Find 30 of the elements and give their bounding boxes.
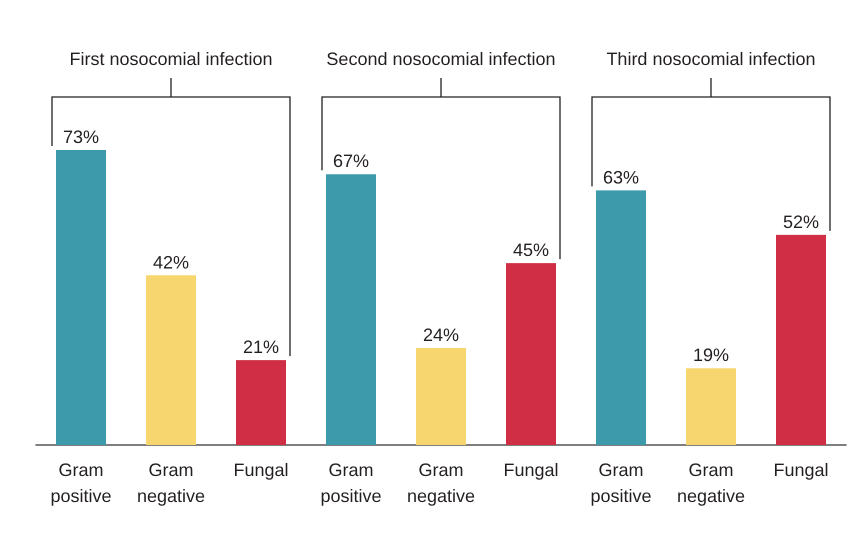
x-tick-label: Gram positive xyxy=(590,460,652,506)
data-label: 45% xyxy=(512,240,550,260)
text: Second nosocomial infection xyxy=(326,49,556,69)
x-tick-label: Gram negative xyxy=(136,460,206,506)
x-tick-label: Fungal xyxy=(503,460,559,480)
text: Third nosocomial infection xyxy=(606,49,816,69)
bar xyxy=(686,368,736,445)
x-tick-label: Gram negative xyxy=(406,460,476,506)
x-tick-label: Fungal xyxy=(233,460,289,480)
data-label: 73% xyxy=(62,127,100,147)
data-label: 24% xyxy=(422,325,460,346)
x-tick-label: Fungal xyxy=(773,460,829,480)
data-label: 63% xyxy=(602,167,640,188)
bar xyxy=(596,190,646,445)
bar xyxy=(146,275,196,445)
bar xyxy=(326,174,376,445)
bar xyxy=(506,263,556,445)
data-label: 19% xyxy=(692,345,730,366)
bar xyxy=(776,234,826,445)
bar xyxy=(416,348,466,445)
bar xyxy=(236,360,286,445)
x-tick-label: Gram positive xyxy=(50,460,112,506)
x-tick-label: Gram positive xyxy=(320,460,382,506)
data-label: 52% xyxy=(782,212,820,232)
data-label: 21% xyxy=(242,337,280,358)
x-tick-label: Gram negative xyxy=(676,460,746,506)
data-label: 42% xyxy=(152,252,190,272)
data-label: 67% xyxy=(332,151,370,172)
text: First nosocomial infection xyxy=(69,49,273,69)
bar xyxy=(56,150,106,445)
